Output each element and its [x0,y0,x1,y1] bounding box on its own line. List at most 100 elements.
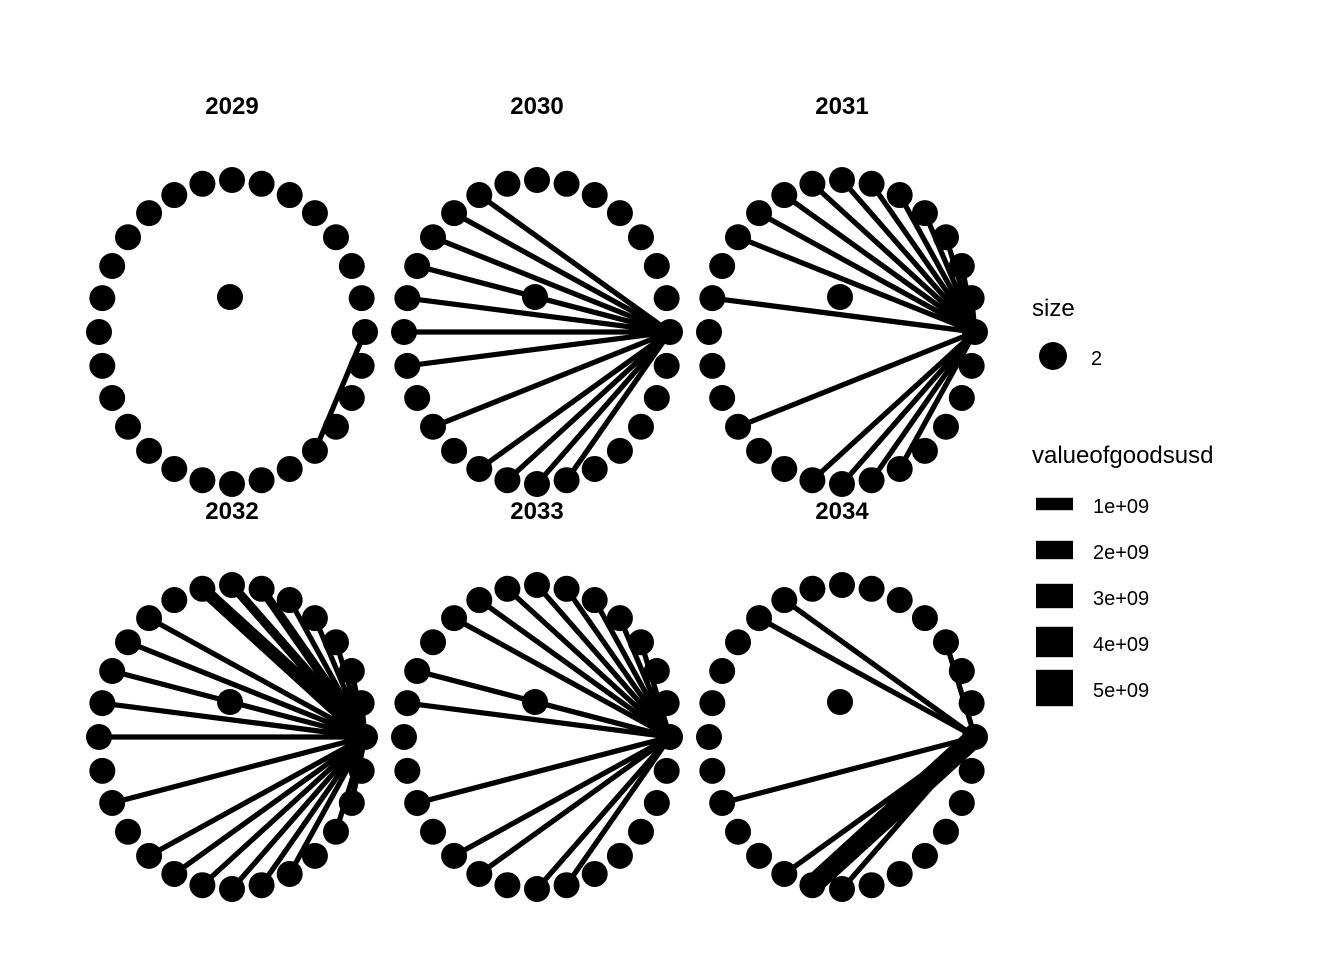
edge [477,192,672,335]
ring-node [725,629,752,656]
ring-node [627,629,654,656]
edge [737,329,976,430]
ring-node [466,587,493,614]
panel-title: 2029 [205,93,258,120]
ring-node [699,285,726,312]
ring-node [394,690,421,717]
edge [477,329,672,472]
ring-node [799,467,826,494]
ring-node [911,200,938,227]
ring-node [581,860,608,887]
ring-node [932,818,959,845]
edge [564,587,673,739]
edge [805,729,982,893]
edge [452,615,672,740]
legend-value-key-5 [1036,669,1073,707]
ring-node [301,605,328,632]
edge [477,734,672,877]
panel-2032: 2032 [86,498,378,902]
edge [452,734,672,859]
ring-node [420,629,447,656]
ring-node [657,724,683,750]
edge [200,735,367,888]
center-node [827,284,853,310]
ring-node [829,471,855,497]
edge [840,735,977,891]
ring-node [189,467,216,494]
edge [782,734,977,877]
legend-value-label-5: 5e+09 [1093,680,1149,702]
edge [535,330,672,486]
panel-title: 2031 [815,93,868,120]
edge [737,234,976,335]
edge [840,178,977,334]
ring-node [161,860,188,887]
ring-node [958,352,985,379]
ring-node [643,253,670,280]
ring-node [466,182,493,209]
ring-node [829,167,855,193]
panel-2033: 2033 [391,498,683,902]
legend: size 2 valueofgoodsusd 1e+09 2e+09 3e+09… [1032,295,1213,707]
ring-node [886,455,913,482]
ring-node [136,200,163,227]
legend-value-title: valueofgoodsusd [1032,442,1213,469]
ring-node [746,842,773,869]
edge [897,193,978,334]
ring-node [709,658,736,685]
edge [230,735,367,891]
edge [312,330,368,452]
edge [757,615,977,740]
edge [432,234,671,335]
edge [287,598,368,739]
edge [111,734,366,806]
ring-node [219,572,245,598]
ring-node [420,818,447,845]
ring-node [99,384,126,411]
edge [564,735,673,887]
ring-node [494,575,521,602]
center-node [827,689,853,715]
edge [259,735,368,887]
ring-node [86,724,112,750]
ring-node [553,575,580,602]
ring-node [657,319,683,345]
ring-node [799,170,826,197]
ring-node [99,789,126,816]
ring-node [606,842,633,869]
panels: 2029 2030 2031 2032 2033 2034 [86,93,988,902]
edge [406,329,671,369]
ring-node [115,224,142,251]
edge [535,735,672,891]
ring-node [627,224,654,251]
legend-value-label-2: 2e+09 [1093,542,1149,564]
edge [416,734,671,806]
ring-node [394,352,421,379]
edge [127,639,366,740]
legend-size-label: 2 [1091,348,1102,370]
ring-node [858,467,885,494]
ring-node [189,170,216,197]
ring-node [948,384,975,411]
legend-size-title: size [1032,295,1075,322]
edge [101,700,366,740]
edge [147,615,367,740]
ring-node [115,413,142,440]
ring-node [932,224,959,251]
ring-node [391,724,417,750]
ring-node [932,413,959,440]
ring-node [99,253,126,280]
ring-node [494,170,521,197]
ring-node [725,413,752,440]
ring-node [89,285,116,312]
panel-title: 2032 [205,498,258,525]
ring-node [248,575,275,602]
edge [721,734,976,806]
ring-node [799,872,826,899]
edge [147,734,367,859]
ring-node [524,471,550,497]
edge [452,210,672,335]
legend-value-label-3: 3e+09 [1093,588,1149,610]
ring-node [886,587,913,614]
center-node [217,689,243,715]
